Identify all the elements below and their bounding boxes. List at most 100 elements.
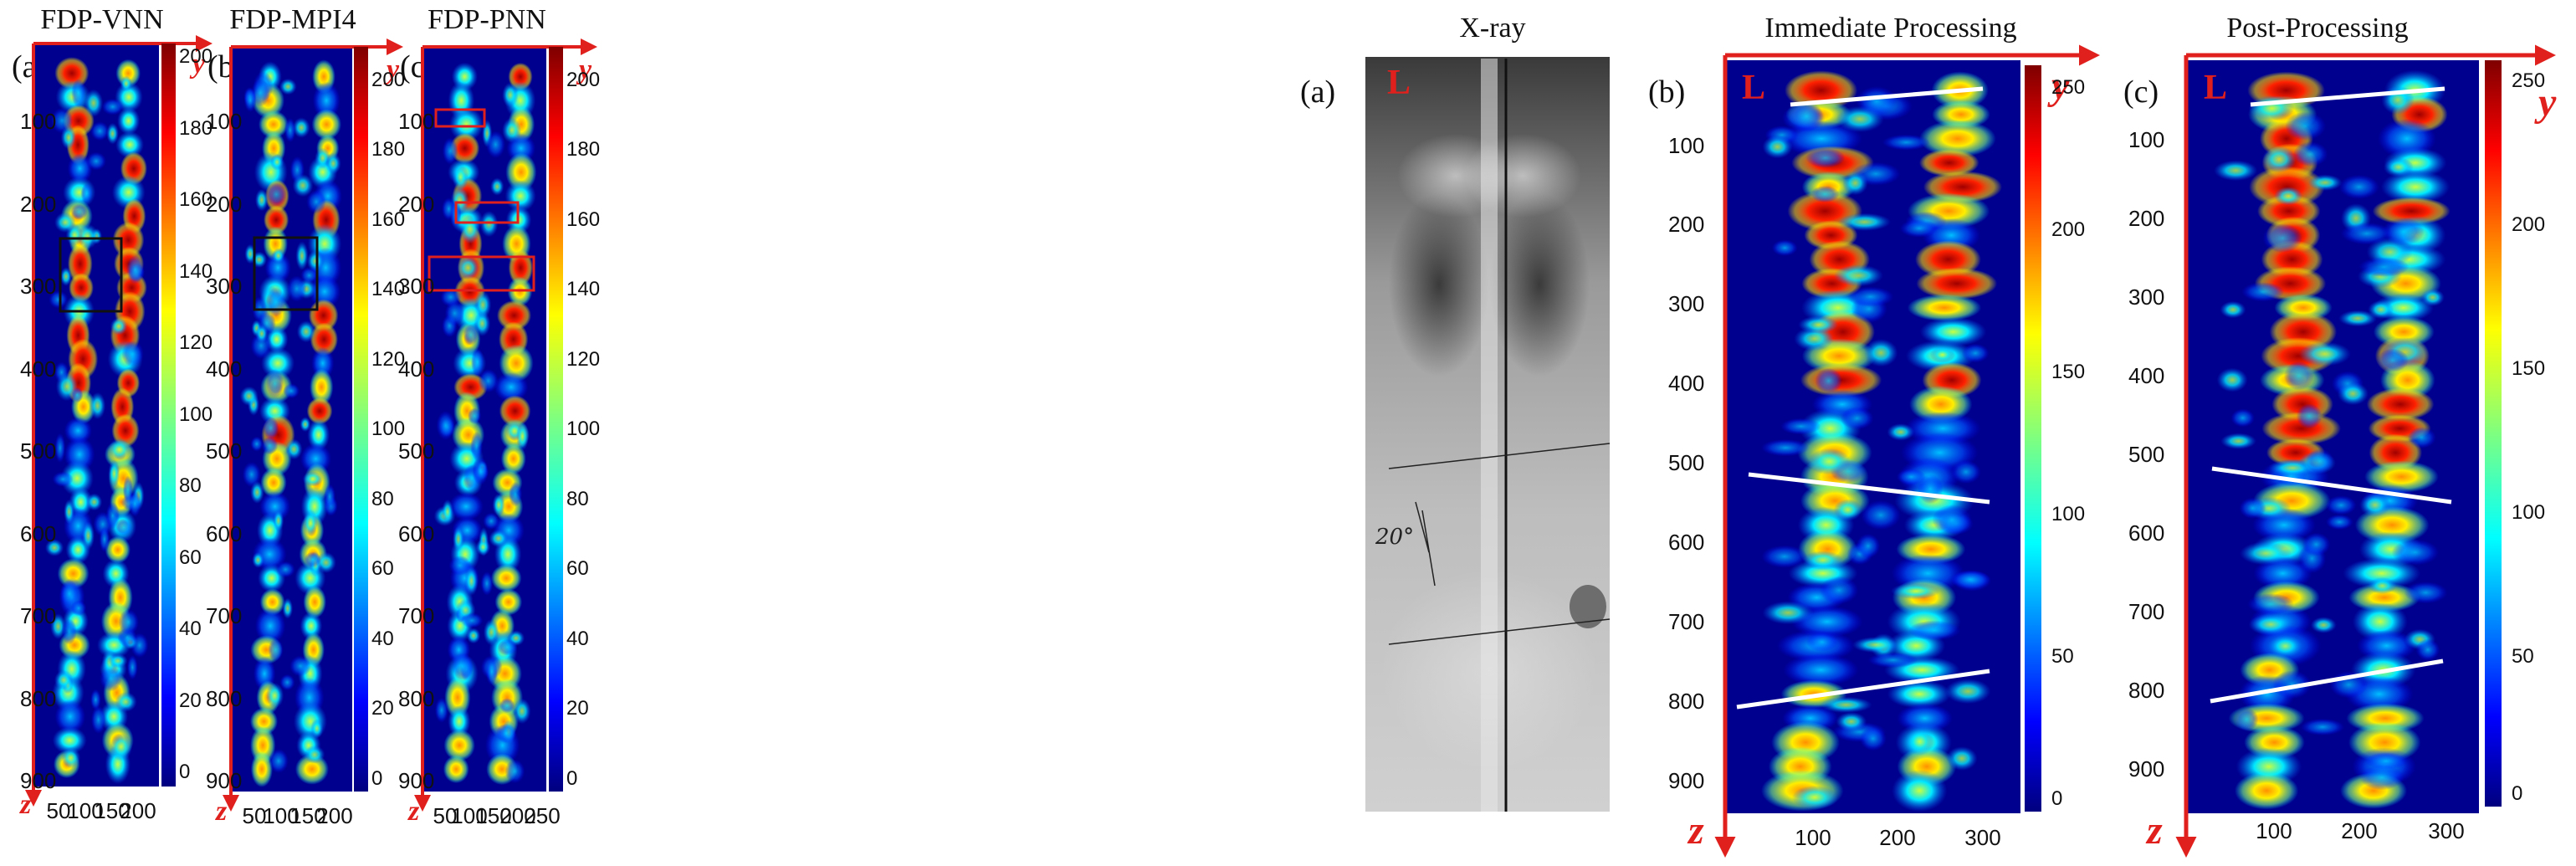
intensity-blob — [243, 88, 257, 112]
colorbar-tick: 40 — [179, 617, 202, 640]
intensity-blob — [1842, 171, 1868, 196]
y-axis-label: y — [383, 54, 400, 85]
vertebra-intensity-map — [1761, 70, 2002, 812]
y-tick: 900 — [398, 768, 434, 793]
left-marker: L — [1387, 64, 1411, 102]
intensity-blob — [306, 397, 333, 425]
cobb-reference-line — [2211, 466, 2452, 505]
panel-title: Immediate Processing — [1764, 13, 2016, 44]
intensity-blob — [263, 416, 279, 440]
colorbar-tick: 140 — [179, 260, 213, 283]
intensity-blob — [272, 248, 285, 264]
intensity-blob — [2404, 582, 2448, 604]
intensity-blob — [86, 151, 106, 171]
left-marker: L — [2204, 69, 2227, 107]
intensity-blob — [470, 431, 483, 461]
y-tick: 400 — [206, 356, 242, 382]
colorbar-tick: 200 — [566, 69, 600, 91]
y-tick: 200 — [206, 192, 242, 217]
y-tick: 700 — [398, 603, 434, 628]
intensity-blob — [120, 75, 132, 92]
x-tick: 100 — [451, 803, 487, 828]
x-ray-anatomy — [1380, 59, 1611, 812]
intensity-blob — [448, 107, 484, 142]
intensity-blob — [504, 180, 536, 213]
handwritten-angle: 20° — [1375, 525, 1414, 550]
intensity-blob — [2382, 217, 2425, 246]
intensity-blob — [1887, 423, 1915, 441]
intensity-blob — [453, 525, 464, 552]
y-tick: 900 — [1668, 768, 1704, 793]
intensity-blob — [2239, 497, 2266, 519]
intensity-blob — [269, 153, 284, 171]
x-tick-labels: 50 100 150 200 250 — [433, 803, 561, 828]
intensity-blob — [2358, 257, 2410, 277]
intensity-blob — [466, 628, 481, 644]
roi-box — [434, 108, 486, 128]
x-tick: 200 — [316, 803, 352, 828]
intensity-blob — [483, 512, 499, 530]
intensity-blob — [2296, 403, 2322, 429]
colorbar-tick: 80 — [179, 474, 202, 497]
y-tick: 400 — [2128, 363, 2164, 388]
intensity-blob — [242, 462, 261, 488]
intensity-blob — [279, 78, 297, 95]
roi-box — [454, 201, 520, 224]
intensity-blob — [255, 324, 269, 343]
y-tick: 300 — [1668, 291, 1704, 316]
y-tick-labels: 100 200 300 400 500 600 700 800 900 — [206, 109, 242, 793]
intensity-blob — [1887, 679, 1951, 709]
colorbar-tick: 0 — [2051, 787, 2062, 810]
colorbar-tick: 20 — [566, 697, 589, 720]
intensity-blob — [2248, 95, 2295, 121]
y-tick: 500 — [20, 438, 56, 464]
x-tick: 200 — [1879, 825, 1915, 850]
intensity-blob — [300, 611, 323, 641]
intensity-blob — [1867, 652, 1918, 669]
intensity-blob — [463, 324, 479, 346]
intensity-blob — [1790, 101, 1824, 131]
intensity-blob — [1919, 149, 1979, 177]
intensity-blob — [2240, 541, 2292, 566]
intensity-blob — [436, 411, 455, 440]
intensity-blob — [250, 481, 264, 504]
colorbar-tick: 180 — [179, 117, 213, 140]
y-tick: 400 — [1668, 371, 1704, 396]
y-axis-label: y — [189, 49, 206, 79]
colorbar-tick: 200 — [371, 69, 405, 91]
intensity-blob — [90, 689, 101, 710]
intensity-blob — [1820, 696, 1872, 714]
intensity-blob — [459, 214, 480, 244]
intensity-blob — [2253, 556, 2312, 590]
intensity-blob — [471, 348, 484, 377]
intensity-blob — [52, 471, 74, 487]
intensity-blob — [448, 555, 471, 576]
intensity-blob — [478, 369, 499, 393]
intensity-blob — [310, 368, 334, 406]
intensity-blob — [444, 300, 465, 326]
intensity-blob — [264, 205, 289, 235]
y-tick: 900 — [206, 768, 242, 793]
intensity-blob — [2372, 197, 2451, 226]
colorbar-tick: 160 — [566, 208, 600, 231]
intensity-blob — [2248, 613, 2293, 636]
y-tick: 600 — [206, 521, 242, 546]
intensity-blob — [451, 653, 474, 680]
colorbar-ticks: 200 180 160 140 120 100 80 60 40 20 0 — [371, 69, 405, 790]
intensity-blob — [1905, 727, 1934, 756]
intensity-blob — [513, 698, 531, 725]
intensity-blob — [108, 459, 120, 488]
colorbar-tick: 20 — [371, 697, 394, 720]
intensity-blob — [287, 275, 307, 302]
intensity-blob — [239, 386, 259, 407]
colorbar-tick: 150 — [2051, 361, 2085, 383]
intensity-blob — [81, 521, 95, 551]
intensity-blob — [324, 484, 335, 510]
intensity-blob — [64, 417, 92, 444]
colorbar — [354, 47, 368, 792]
intensity-blob — [1861, 500, 1901, 530]
intensity-blob — [483, 618, 499, 646]
intensity-blob — [126, 654, 138, 680]
colorbar-tick: 50 — [2512, 645, 2534, 668]
z-axis-label: z — [215, 796, 228, 827]
